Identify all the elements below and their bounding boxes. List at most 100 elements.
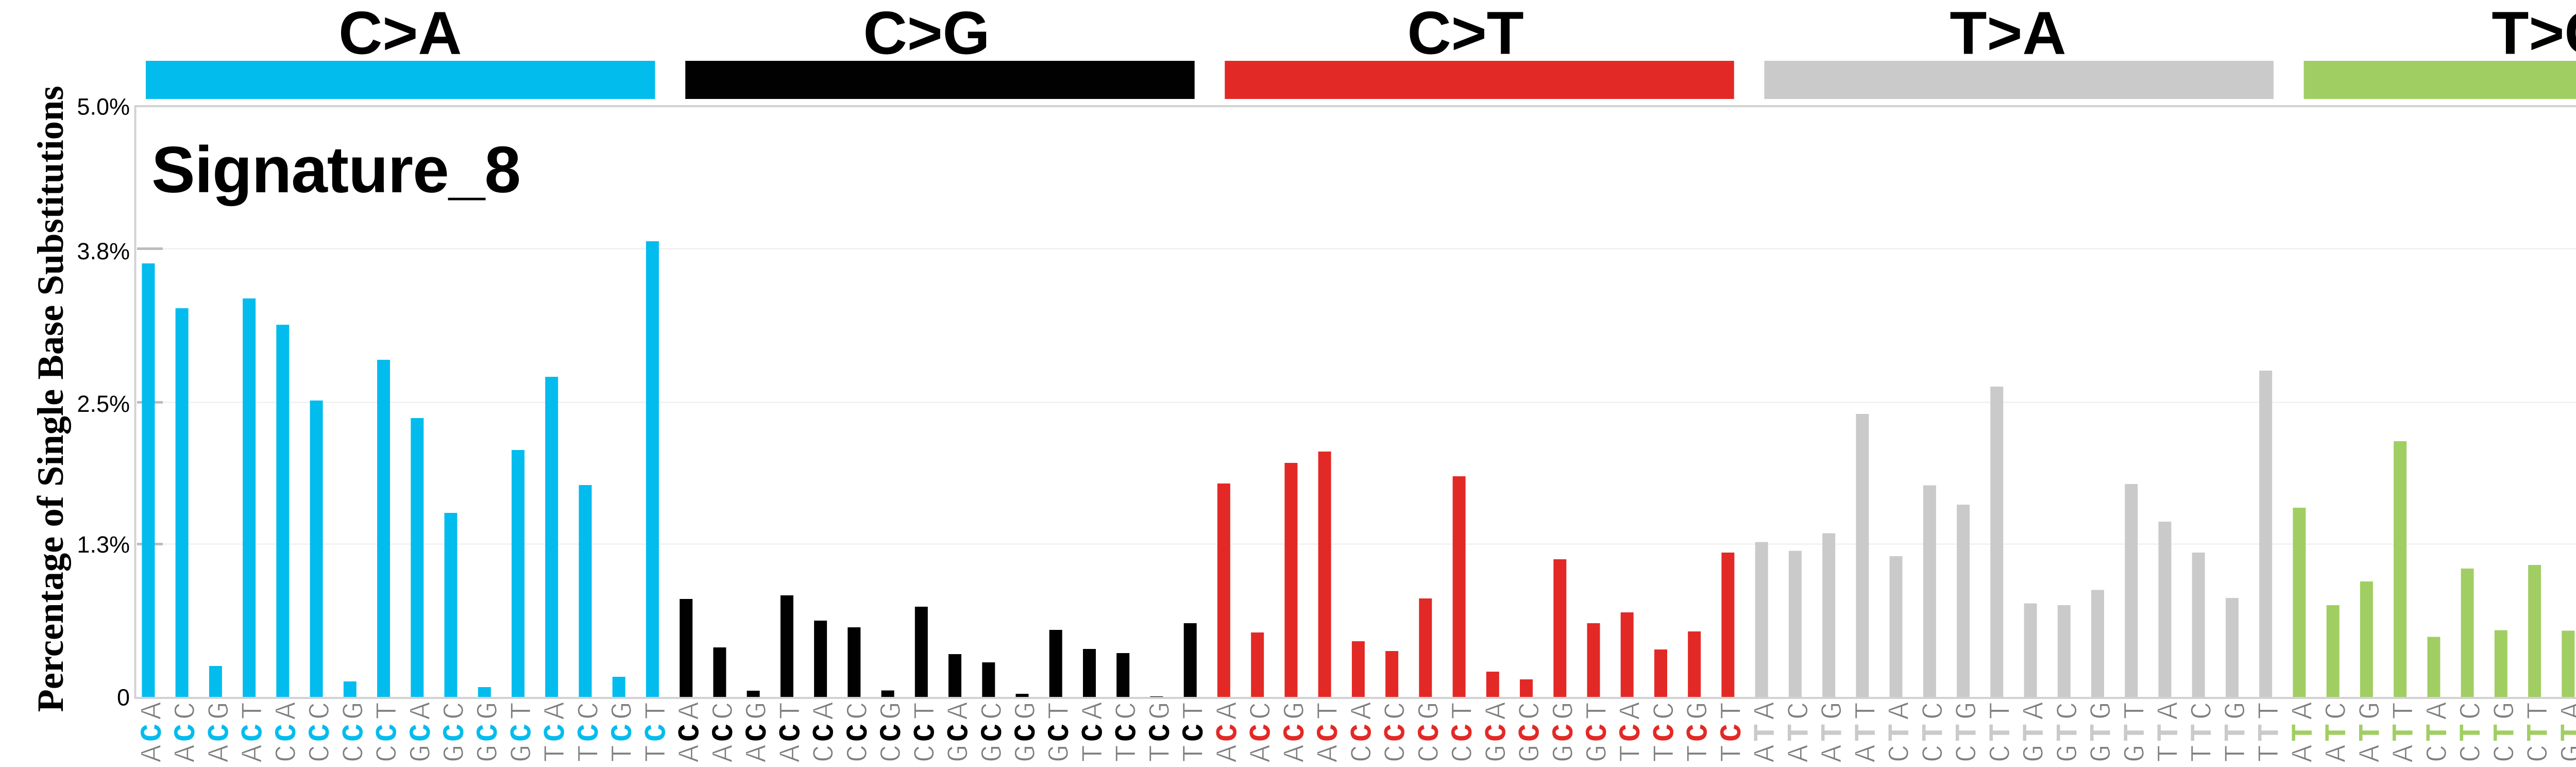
svg-text:T: T <box>1851 724 1884 742</box>
svg-text:Percentage of Single Base Subs: Percentage of Single Base Substitutions <box>29 86 71 712</box>
svg-text:A: A <box>1615 702 1649 720</box>
svg-text:G: G <box>1548 702 1582 720</box>
svg-text:C: C <box>271 745 304 763</box>
svg-text:T>C: T>C <box>2492 0 2576 68</box>
svg-text:G: G <box>405 745 439 763</box>
svg-text:G: G <box>1817 702 1851 720</box>
svg-text:C: C <box>1380 702 1414 720</box>
svg-text:C: C <box>1918 745 1951 763</box>
svg-text:C: C <box>1246 702 1279 720</box>
svg-text:C: C <box>977 724 1010 742</box>
svg-text:T: T <box>1750 724 1783 742</box>
svg-text:C: C <box>741 724 775 742</box>
svg-text:T: T <box>1582 702 1615 720</box>
svg-text:A: A <box>2153 702 2187 720</box>
svg-text:C: C <box>573 702 607 720</box>
svg-text:T: T <box>1683 745 1716 763</box>
svg-text:C: C <box>1582 724 1615 742</box>
svg-text:C: C <box>2321 702 2354 720</box>
svg-text:G: G <box>1582 745 1615 763</box>
svg-text:A: A <box>1212 702 1245 720</box>
svg-text:A: A <box>170 744 204 762</box>
svg-text:C: C <box>1783 702 1817 720</box>
svg-text:T: T <box>2489 724 2522 742</box>
svg-text:G: G <box>1044 745 1077 763</box>
svg-text:A: A <box>1750 702 1783 720</box>
svg-text:C: C <box>842 702 876 720</box>
svg-text:G: G <box>2221 702 2254 720</box>
svg-text:A: A <box>1750 744 1783 762</box>
svg-text:C: C <box>607 724 640 742</box>
svg-text:C: C <box>943 724 977 742</box>
svg-text:G: G <box>472 702 506 720</box>
svg-text:T: T <box>1716 745 1750 763</box>
svg-text:5.0%: 5.0% <box>77 94 130 120</box>
svg-text:C: C <box>809 745 842 763</box>
svg-text:C: C <box>405 724 439 742</box>
svg-text:C: C <box>1346 745 1380 763</box>
svg-text:C: C <box>909 745 943 763</box>
svg-text:T: T <box>2254 745 2287 763</box>
svg-text:C: C <box>1884 745 1918 763</box>
svg-text:G: G <box>506 745 540 763</box>
svg-text:C: C <box>977 702 1010 720</box>
svg-text:A: A <box>2019 702 2052 720</box>
svg-text:G: G <box>977 745 1010 763</box>
svg-text:T: T <box>1044 702 1077 720</box>
svg-text:G: G <box>1010 745 1044 763</box>
svg-text:A: A <box>405 702 439 720</box>
svg-text:2.5%: 2.5% <box>77 391 130 417</box>
svg-text:A: A <box>1817 744 1851 762</box>
svg-text:C: C <box>506 724 540 742</box>
svg-text:T: T <box>1817 724 1851 742</box>
svg-text:A: A <box>137 744 170 762</box>
svg-text:C>A: C>A <box>338 0 462 68</box>
svg-text:C: C <box>1447 724 1481 742</box>
svg-text:3.8%: 3.8% <box>77 238 130 264</box>
svg-text:A: A <box>137 702 170 720</box>
svg-text:T: T <box>2120 724 2153 742</box>
svg-text:T: T <box>506 702 540 720</box>
svg-text:C: C <box>1649 724 1683 742</box>
svg-text:T: T <box>1918 724 1951 742</box>
svg-text:A: A <box>238 744 271 762</box>
svg-text:C: C <box>540 724 573 742</box>
svg-text:T: T <box>540 745 573 763</box>
svg-text:G: G <box>1683 702 1716 720</box>
svg-text:C: C <box>2187 702 2220 720</box>
svg-text:C: C <box>573 724 607 742</box>
svg-text:A: A <box>540 702 573 720</box>
svg-text:C: C <box>238 724 271 742</box>
svg-text:C: C <box>1952 745 1985 763</box>
svg-text:T: T <box>1716 702 1750 720</box>
svg-text:C: C <box>1649 702 1683 720</box>
svg-text:T: T <box>2052 724 2086 742</box>
svg-text:G: G <box>1414 702 1447 720</box>
svg-text:C: C <box>640 724 674 742</box>
svg-text:T: T <box>2086 724 2120 742</box>
svg-text:T: T <box>2354 724 2388 742</box>
svg-text:A: A <box>1313 744 1346 762</box>
svg-text:T: T <box>1952 724 1985 742</box>
svg-text:T: T <box>2153 724 2187 742</box>
svg-text:C: C <box>1078 724 1111 742</box>
svg-text:C: C <box>271 724 304 742</box>
svg-text:T: T <box>2422 724 2455 742</box>
svg-text:T: T <box>2523 702 2556 720</box>
svg-text:C: C <box>775 724 808 742</box>
svg-text:1.3%: 1.3% <box>77 531 130 558</box>
svg-text:T: T <box>775 702 808 720</box>
svg-text:G: G <box>2086 702 2120 720</box>
svg-text:G: G <box>1145 702 1178 720</box>
svg-text:A: A <box>1851 744 1884 762</box>
svg-text:Signature_8: Signature_8 <box>151 133 520 206</box>
svg-text:C>G: C>G <box>863 0 990 68</box>
svg-text:C: C <box>304 745 338 763</box>
svg-text:C: C <box>708 702 741 720</box>
svg-text:A: A <box>2287 702 2321 720</box>
svg-text:C: C <box>170 724 204 742</box>
svg-text:A: A <box>271 702 304 720</box>
svg-text:T: T <box>1313 702 1346 720</box>
svg-text:T: T <box>1145 745 1178 763</box>
svg-text:A: A <box>1078 702 1111 720</box>
